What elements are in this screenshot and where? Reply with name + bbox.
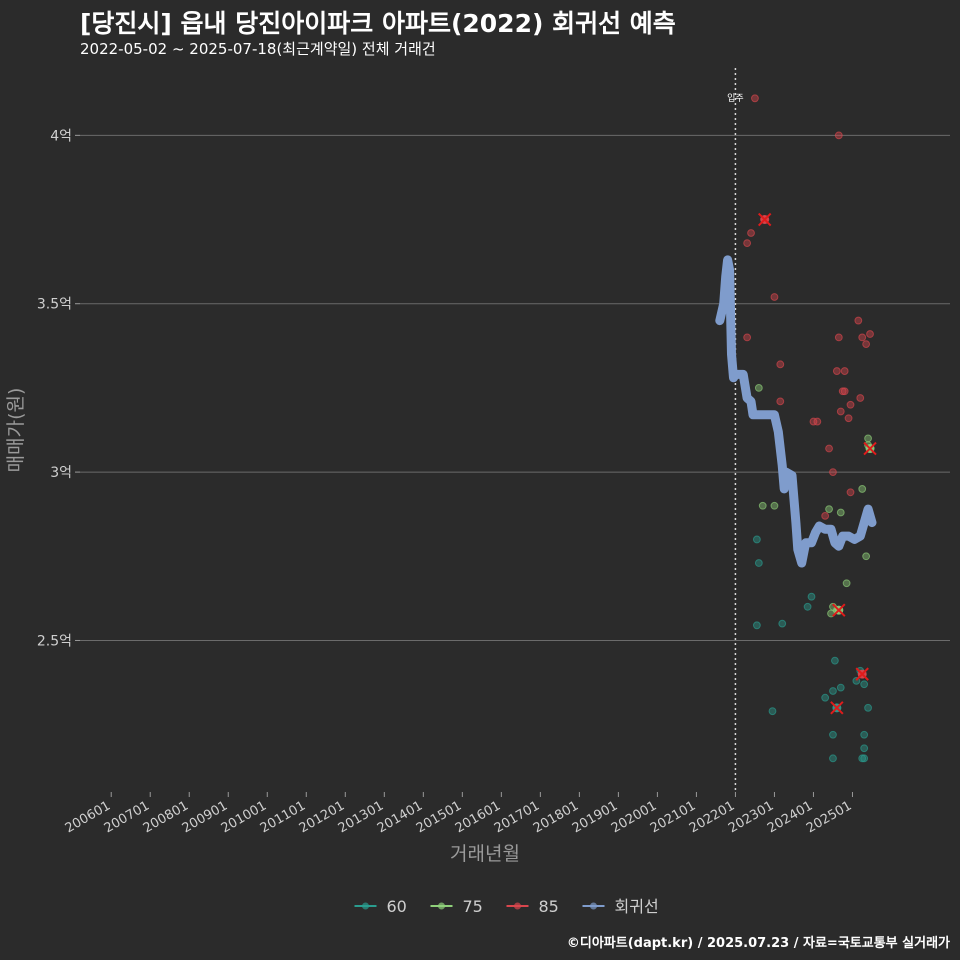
move-in-label: 입주 <box>727 92 744 104</box>
scatter-point-60 <box>778 619 787 628</box>
recent-deal-cross <box>863 441 877 456</box>
scatter-point-85 <box>829 468 837 476</box>
scatter-point-85 <box>825 444 833 453</box>
scatter-point-75 <box>825 505 833 514</box>
scatter-point-75 <box>842 579 851 588</box>
scatter-point-85 <box>821 511 830 520</box>
scatter-point-60 <box>860 744 869 753</box>
scatter-point-85 <box>856 394 865 402</box>
scatter-point-75 <box>862 552 871 561</box>
scatter-point-60 <box>860 754 869 763</box>
scatter-point-60 <box>752 621 761 630</box>
scatter-point-60 <box>860 730 869 739</box>
legend-marker-3 <box>590 902 597 910</box>
scatter-point-75 <box>836 508 845 517</box>
regression-line <box>715 255 877 568</box>
x-tick-label: 202501 <box>804 798 854 836</box>
legend-label-3: 회귀선 <box>615 897 659 916</box>
scatter-point-60 <box>858 754 867 763</box>
chart-title: [당진시] 읍내 당진아이파크 아파트(2022) 회귀선 예측 <box>80 9 676 38</box>
recent-deal-cross <box>830 701 844 715</box>
legend-label-1: 75 <box>463 897 483 916</box>
legend-label-0: 60 <box>387 897 407 916</box>
y-tick-label: 3.5억 <box>37 297 72 313</box>
scatter-point-60 <box>807 592 816 601</box>
scatter-point-60 <box>831 656 839 665</box>
scatter-point-75 <box>754 384 763 392</box>
scatter-point-85 <box>840 387 849 396</box>
scatter-point-60 <box>803 602 812 611</box>
y-axis-title: 매매가(원) <box>5 388 27 473</box>
scatter-point-85 <box>743 239 752 248</box>
y-tick-label: 3억 <box>50 465 72 481</box>
recent-deal-cross <box>855 667 869 681</box>
legend-label-2: 85 <box>539 897 559 916</box>
scatter-point-85 <box>866 330 874 338</box>
scatter-point-85 <box>836 407 845 416</box>
scatter-point-85 <box>751 94 759 103</box>
scatter-point-85 <box>834 333 843 342</box>
scatter-point-85 <box>832 367 841 375</box>
scatter-point-60 <box>829 754 837 763</box>
x-axis-title: 거래년월 <box>450 843 520 865</box>
recent-deal-cross <box>832 603 846 617</box>
scatter-point-85 <box>743 333 752 342</box>
scatter-point-85 <box>862 340 871 349</box>
scatter-point-85 <box>809 417 818 426</box>
scatter-point-75 <box>858 485 867 493</box>
legend-marker-0 <box>362 902 369 910</box>
scatter-point-60 <box>768 707 777 716</box>
scatter-point-85 <box>846 400 855 409</box>
scatter-point-85 <box>747 229 755 237</box>
legend-marker-1 <box>438 902 445 910</box>
chart-subtitle: 2022-05-02 ~ 2025-07-18(최근계약일) 전체 거래건 <box>80 40 436 58</box>
scatter-point-60 <box>864 703 872 712</box>
scatter-point-85 <box>858 333 867 342</box>
scatter-point-85 <box>776 397 785 406</box>
source-credit: ©디아파트(dapt.kr) / 2025.07.23 / 자료=국토교통부 실… <box>566 936 950 951</box>
scatter-point-85 <box>838 387 847 396</box>
scatter-point-60 <box>836 683 845 692</box>
y-tick-label: 4억 <box>50 128 72 144</box>
legend-marker-2 <box>514 902 521 910</box>
scatter-point-75 <box>770 501 779 510</box>
scatter-point-85 <box>770 293 779 301</box>
scatter-point-85 <box>840 367 849 375</box>
scatter-point-60 <box>860 680 869 689</box>
scatter-point-60 <box>754 559 763 567</box>
scatter-point-60 <box>829 730 837 739</box>
scatter-point-85 <box>776 360 785 369</box>
scatter-point-60 <box>752 535 761 544</box>
scatter-point-85 <box>846 488 855 497</box>
scatter-point-85 <box>834 131 843 140</box>
scatter-point-85 <box>813 417 822 426</box>
scatter-point-75 <box>758 501 767 510</box>
scatter-point-85 <box>844 414 853 423</box>
y-tick-label: 2.5억 <box>37 633 72 649</box>
scatter-point-60 <box>829 687 837 695</box>
scatter-point-85 <box>854 316 863 325</box>
recent-deal-cross <box>757 212 772 227</box>
scatter-point-75 <box>864 434 872 443</box>
scatter-point-60 <box>821 693 830 702</box>
